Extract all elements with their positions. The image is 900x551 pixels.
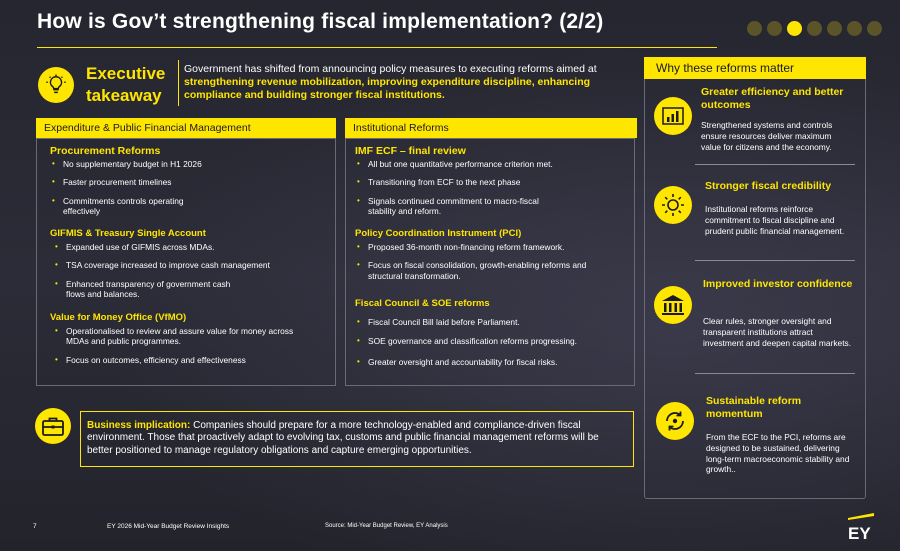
bank-icon — [654, 286, 692, 324]
executive-label-line2: takeaway — [86, 86, 162, 105]
pagination-dot[interactable] — [827, 21, 842, 36]
executive-text-highlight: strengthening revenue mobilization, impr… — [184, 76, 591, 101]
list-item: Enhanced transparency of government cash… — [53, 279, 243, 300]
why-item-title: Greater efficiency and better outcomes — [701, 86, 844, 111]
middle-panel-heading: Institutional Reforms — [345, 118, 637, 138]
list-item: Proposed 36-month non-financing reform f… — [355, 242, 630, 253]
section-title: GIFMIS & Treasury Single Account — [50, 228, 206, 239]
list-item: TSA coverage increased to improve cash m… — [53, 260, 330, 271]
sun-icon — [654, 186, 692, 224]
why-item-desc: Clear rules, stronger oversight and tran… — [703, 316, 852, 348]
executive-takeaway-label: Executive takeaway — [86, 63, 165, 107]
section-title: Fiscal Council & SOE reforms — [355, 298, 490, 309]
section-title: Procurement Reforms — [50, 145, 161, 157]
title-divider — [37, 47, 717, 48]
list-item: All but one quantitative performance cri… — [355, 159, 630, 170]
why-divider — [695, 164, 855, 165]
list-item: Operationalised to review and assure val… — [53, 326, 298, 347]
why-item-desc: Strengthened systems and controls ensure… — [701, 120, 833, 152]
page-title: How is Gov’t strengthening fiscal implem… — [37, 10, 604, 33]
left-panel-box — [36, 138, 336, 386]
why-item-desc: Institutional reforms reinforce commitme… — [705, 204, 845, 236]
why-item-title: Sustainable reform momentum — [706, 395, 802, 420]
list-item: No supplementary budget in H1 2026 — [50, 159, 330, 170]
why-item-desc: From the ECF to the PCI, reforms are des… — [706, 432, 850, 475]
why-item-title: Stronger fiscal credibility — [705, 180, 832, 192]
business-implication-text: Companies should prepare for a more tech… — [87, 420, 599, 456]
pagination-dots — [747, 21, 882, 36]
lightbulb-icon — [38, 67, 74, 103]
pagination-dot[interactable] — [747, 21, 762, 36]
pagination-dot[interactable] — [767, 21, 782, 36]
pagination-dot-active[interactable] — [787, 21, 802, 36]
list-item: Fiscal Council Bill laid before Parliame… — [355, 317, 630, 328]
list-item: SOE governance and classification reform… — [355, 336, 630, 347]
list-item: Faster procurement timelines — [50, 177, 330, 188]
left-section-vfmo: Value for Money Office (VfMO) Operationa… — [50, 312, 330, 366]
why-divider — [695, 373, 855, 374]
pagination-dot[interactable] — [807, 21, 822, 36]
document-title: EY 2026 Mid-Year Budget Review Insights — [107, 523, 230, 530]
why-divider — [695, 260, 855, 261]
pagination-dot[interactable] — [867, 21, 882, 36]
left-section-procurement: Procurement Reforms No supplementary bud… — [50, 145, 330, 217]
executive-label-line1: Executive — [86, 64, 166, 83]
middle-section-imf: IMF ECF – final review All but one quant… — [355, 145, 630, 217]
why-item-title: Improved investor confidence — [703, 278, 853, 290]
ey-logo-text: EY — [848, 524, 871, 542]
list-item: Commitments controls operating effective… — [50, 196, 220, 217]
executive-text-plain: Government has shifted from announcing p… — [184, 63, 597, 75]
executive-takeaway-text: Government has shifted from announcing p… — [184, 63, 632, 102]
briefcase-icon — [35, 408, 71, 444]
section-title: Policy Coordination Instrument (PCI) — [355, 228, 522, 239]
section-title: Value for Money Office (VfMO) — [50, 312, 187, 323]
list-item: Transitioning from ECF to the next phase — [355, 177, 630, 188]
left-panel-heading: Expenditure & Public Financial Managemen… — [36, 118, 336, 138]
list-item: Signals continued commitment to macro-fi… — [355, 196, 555, 217]
page-number: 7 — [33, 523, 37, 530]
why-panel-heading: Why these reforms matter — [644, 57, 866, 79]
middle-panel-box — [345, 138, 635, 386]
middle-section-pci: Policy Coordination Instrument (PCI) Pro… — [355, 228, 630, 281]
pagination-dot[interactable] — [847, 21, 862, 36]
section-title: IMF ECF – final review — [355, 145, 466, 157]
business-implication-box: Business implication: Companies should p… — [80, 411, 634, 467]
middle-section-fiscal-council: Fiscal Council & SOE reforms Fiscal Coun… — [355, 298, 630, 368]
executive-divider — [178, 60, 179, 106]
list-item: Focus on outcomes, efficiency and effect… — [53, 355, 330, 366]
source-note: Source: Mid-Year Budget Review, EY Analy… — [325, 523, 448, 529]
ey-logo: EY — [844, 512, 878, 543]
list-item: Focus on fiscal consolidation, growth-en… — [355, 260, 605, 281]
list-item: Expanded use of GIFMIS across MDAs. — [53, 242, 330, 253]
left-section-gifmis: GIFMIS & Treasury Single Account Expande… — [50, 228, 330, 300]
list-item: Greater oversight and accountability for… — [355, 357, 630, 368]
cycle-icon — [656, 402, 694, 440]
bar-chart-icon — [654, 97, 692, 135]
business-implication-label: Business implication: — [87, 420, 191, 431]
